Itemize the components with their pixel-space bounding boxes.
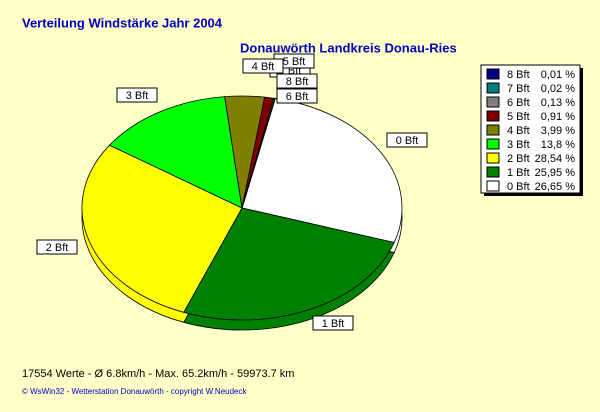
legend-label: 5 Bft (507, 111, 530, 123)
legend-value: 3,99 % (541, 125, 575, 137)
legend: 8 Bft 0,01 % 7 Bft 0,02 % 6 Bft 0,13 % 5 Bft 0,… (486, 68, 576, 193)
pie-label: 2 Bft (46, 242, 69, 254)
legend-label: 8 Bft (507, 69, 530, 81)
chart-subtitle: Donauwörth Landkreis Donau-Ries (240, 40, 457, 55)
legend-value: 28,54 % (535, 153, 576, 165)
chart-title: Verteilung Windstärke Jahr 2004 (22, 15, 223, 30)
legend-label: 1 Bft (507, 167, 530, 179)
slice (241, 98, 403, 243)
legend-swatch (486, 68, 500, 80)
legend-swatch (486, 96, 500, 108)
slice (108, 96, 243, 209)
legend-label: 2 Bft (507, 153, 530, 165)
pie-label: 3 Bft (126, 90, 149, 102)
legend-swatch (486, 138, 500, 150)
legend-value: 25,95 % (535, 167, 576, 179)
pie-label-box (242, 58, 284, 74)
legend-label: 4 Bft (507, 125, 530, 137)
copyright: © WsWin32 - Wetterstation Donauwörth - c… (22, 387, 247, 396)
slice (183, 207, 395, 321)
legend-label: 0 Bft (507, 181, 530, 193)
legend-value: 0,91 % (541, 111, 575, 123)
legend-swatch (486, 152, 500, 164)
pie-label: 4 Bft (252, 61, 275, 73)
legend-swatch (486, 180, 500, 192)
pie-label-box (276, 73, 318, 89)
legend-value: 13,8 % (541, 139, 575, 151)
legend-swatch (486, 82, 500, 94)
legend-value: 0,01 % (541, 69, 575, 81)
slice (241, 97, 276, 209)
legend-value: 0,02 % (541, 83, 575, 95)
pie-label-box (386, 132, 428, 148)
legend-label: 6 Bft (507, 97, 530, 109)
pie (81, 95, 403, 331)
legend-swatch (486, 110, 500, 122)
legend-value: 26,65 % (535, 181, 576, 193)
legend-swatch (486, 124, 500, 136)
legend-value: 0,13 % (541, 97, 575, 109)
pie-label: 8 Bft (286, 76, 309, 88)
pie-label-box (36, 239, 78, 255)
pie-label: 0 Bft (396, 135, 419, 147)
pie-label-box (276, 88, 318, 104)
pie-label: 6 Bft (286, 91, 309, 103)
legend-label: 7 Bft (507, 83, 530, 95)
pie-label: 5 Bft (283, 56, 306, 68)
pie-label-box (312, 315, 354, 331)
pie-label: 1 Bft (322, 318, 345, 330)
legend-swatch (486, 166, 500, 178)
pie-label-box (116, 87, 158, 103)
footer: 17554 Werte - Ø 6.8km/h - Max. 65.2km/h … (22, 368, 294, 380)
slice (81, 144, 243, 313)
legend-label: 3 Bft (507, 139, 530, 151)
